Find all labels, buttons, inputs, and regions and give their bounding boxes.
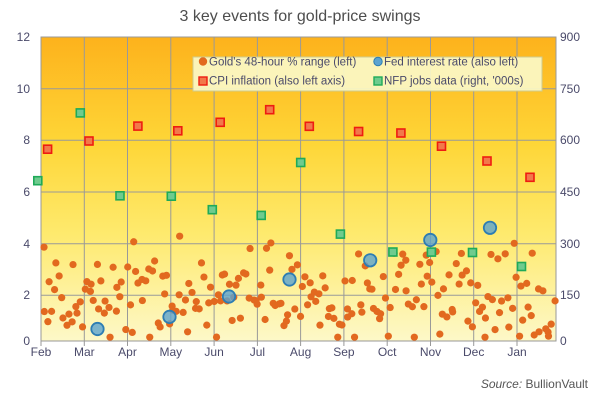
svg-text:NFP jobs data (right, '000s): NFP jobs data (right, '000s) xyxy=(384,76,524,88)
svg-text:Fed interest rate (also left): Fed interest rate (also left) xyxy=(384,57,518,69)
svg-text:Gold's 48-hour % range (left): Gold's 48-hour % range (left) xyxy=(209,57,356,69)
svg-text:CPI inflation (also left axis): CPI inflation (also left axis) xyxy=(209,76,345,88)
